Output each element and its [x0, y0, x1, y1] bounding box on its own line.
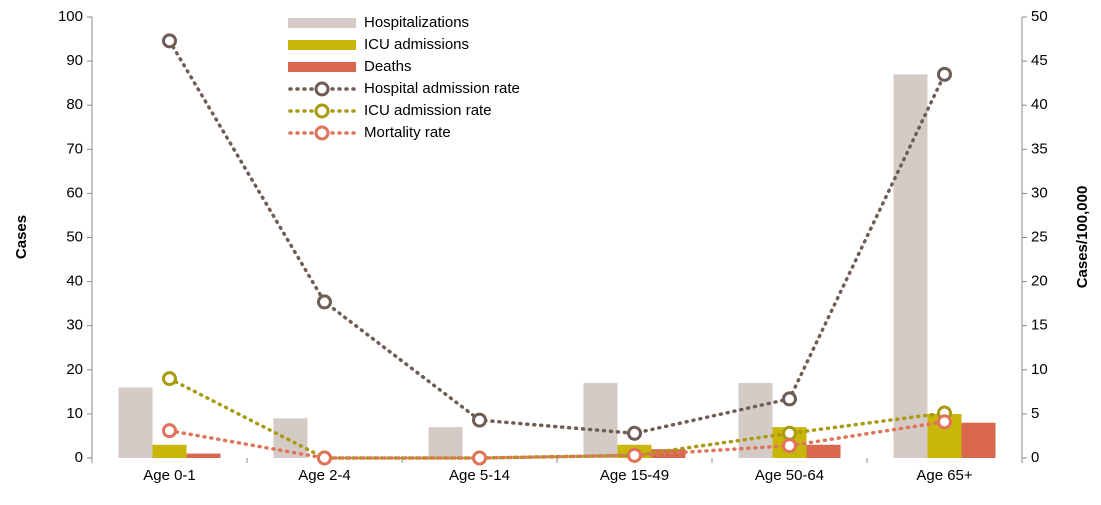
y-tick-label: 60	[66, 184, 83, 201]
bar	[893, 74, 928, 458]
rate-marker	[782, 425, 797, 441]
y2-tick-label: 10	[1031, 361, 1048, 378]
rate-marker	[627, 447, 642, 463]
legend-marker	[314, 125, 330, 141]
bar	[118, 387, 153, 458]
legend-label: Hospitalizations	[364, 14, 469, 31]
rate-marker	[162, 371, 177, 387]
legend-label: Hospital admission rate	[364, 80, 520, 97]
y-tick-label: 10	[66, 405, 83, 422]
bar	[583, 383, 618, 458]
y-tick-label: 70	[66, 140, 83, 157]
y-axis-title: Cases	[13, 215, 30, 259]
x-tick-label: Age 2-4	[298, 467, 351, 484]
y-tick-label: 50	[66, 228, 83, 245]
x-tick-label: Age 15-49	[600, 467, 669, 484]
y2-tick-label: 0	[1031, 449, 1039, 466]
y2-axis-title: Cases/100,000	[1074, 186, 1091, 289]
bar	[651, 449, 686, 458]
y-tick-label: 40	[66, 273, 83, 290]
rate-marker	[627, 425, 642, 441]
legend-swatch	[288, 40, 356, 50]
legend-label: ICU admissions	[364, 36, 469, 53]
rate-marker	[162, 33, 177, 49]
bar	[738, 383, 773, 458]
bar	[186, 453, 221, 458]
rate-marker	[937, 414, 952, 430]
y2-tick-label: 45	[1031, 52, 1048, 69]
legend-swatch	[288, 18, 356, 28]
rate-line	[167, 376, 947, 460]
y-tick-label: 90	[66, 52, 83, 69]
y-tick-label: 0	[75, 449, 83, 466]
y2-tick-label: 50	[1031, 8, 1048, 25]
y2-tick-label: 15	[1031, 317, 1048, 334]
legend-marker	[314, 81, 330, 97]
rate-marker	[317, 450, 332, 466]
x-tick-label: Age 50-64	[755, 467, 824, 484]
rate-marker	[782, 438, 797, 454]
bar	[428, 427, 463, 458]
legend-marker	[314, 103, 330, 119]
y-tick-label: 30	[66, 317, 83, 334]
rate-marker	[472, 450, 487, 466]
y-tick-label: 20	[66, 361, 83, 378]
x-tick-label: Age 0-1	[143, 467, 196, 484]
y-tick-label: 80	[66, 96, 83, 113]
x-tick-label: Age 65+	[916, 467, 973, 484]
rate-marker	[162, 423, 177, 439]
rate-marker	[472, 412, 487, 428]
y2-tick-label: 20	[1031, 273, 1048, 290]
bar	[152, 444, 187, 458]
y2-tick-label: 40	[1031, 96, 1048, 113]
rate-marker	[317, 294, 332, 310]
bar	[273, 418, 308, 458]
rate-marker	[937, 66, 952, 82]
rate-line	[167, 39, 947, 436]
bar	[806, 444, 841, 458]
y2-tick-label: 35	[1031, 140, 1048, 157]
y2-tick-label: 5	[1031, 405, 1039, 422]
y2-tick-label: 30	[1031, 184, 1048, 201]
y2-tick-label: 25	[1031, 228, 1048, 245]
y-tick-label: 100	[58, 8, 83, 25]
rate-marker	[782, 391, 797, 407]
bar	[961, 422, 996, 458]
legend-swatch	[288, 62, 356, 72]
legend-label: ICU admission rate	[364, 102, 492, 119]
legend-label: Mortality rate	[364, 124, 451, 141]
x-tick-label: Age 5-14	[449, 467, 510, 484]
legend-label: Deaths	[364, 58, 412, 75]
